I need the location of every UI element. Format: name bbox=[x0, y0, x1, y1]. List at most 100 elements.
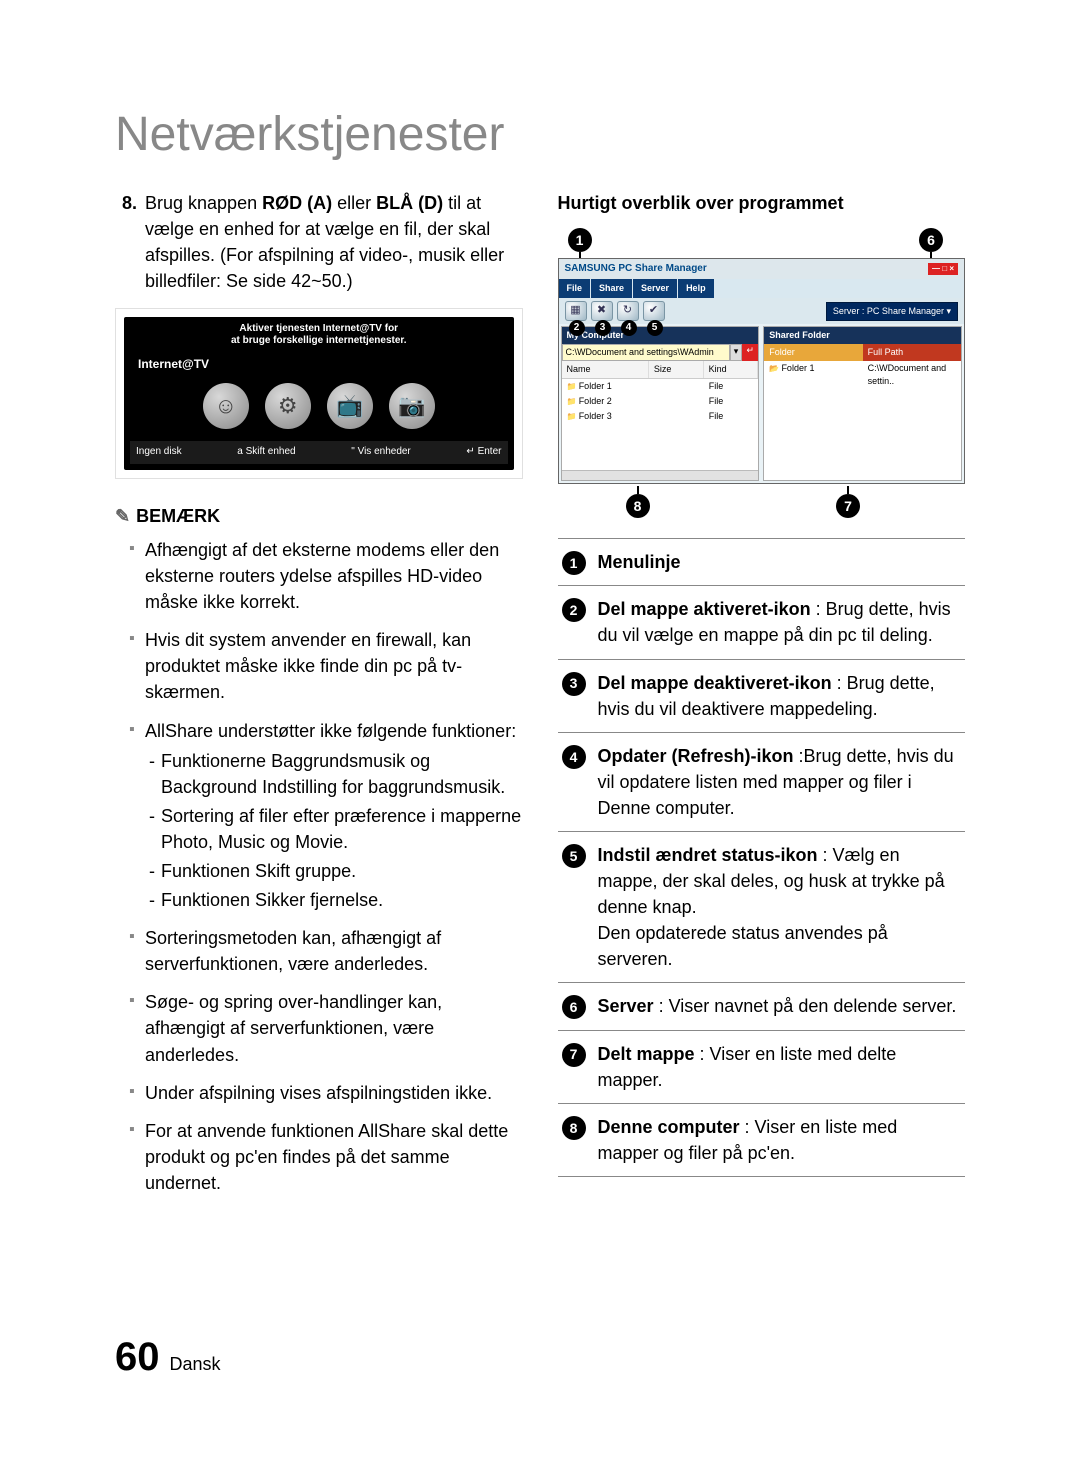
legend-lead: Del mappe deaktiveret-ikon bbox=[598, 673, 832, 693]
callout-badge: 2 bbox=[569, 320, 585, 336]
itv-bb-switch: a Skift enhed bbox=[237, 445, 295, 460]
note-icon: ✎ bbox=[115, 503, 130, 529]
legend-badge: 2 bbox=[562, 598, 586, 622]
callout-8: 8 bbox=[626, 486, 650, 518]
icon-glyph: ✔ bbox=[649, 303, 658, 319]
step-bold-blue: BLÅ (D) bbox=[376, 193, 443, 213]
callout-badge: 6 bbox=[919, 228, 943, 252]
file-size bbox=[649, 409, 703, 424]
legend-row: 6 Server : Viser navnet på den delende s… bbox=[558, 983, 966, 1030]
set-status-icon: ✔ 5 bbox=[643, 301, 665, 321]
callout-badge: 8 bbox=[626, 494, 650, 518]
note-item: Under afspilning vises afspilningstiden … bbox=[129, 1080, 523, 1106]
itv-bb-nodisc: Ingen disk bbox=[136, 445, 182, 460]
pcsm-titlebar: SAMSUNG PC Share Manager — □ × bbox=[559, 259, 965, 280]
legend-lead: Menulinje bbox=[598, 552, 681, 572]
icon-glyph: ✖ bbox=[597, 303, 606, 319]
path-go-icon: ↵ bbox=[742, 344, 758, 361]
file-row: Folder 1 File bbox=[562, 379, 759, 394]
path-text: C:\WDocument and settings\WAdmin bbox=[562, 344, 730, 361]
callout-7: 7 bbox=[836, 486, 860, 518]
step-bold-red: RØD (A) bbox=[262, 193, 332, 213]
note-subitem: Funktionerne Baggrundsmusik og Backgroun… bbox=[149, 748, 523, 800]
file-kind: File bbox=[704, 379, 758, 394]
file-list: Folder 1 File Folder 2 File Folder 3 bbox=[562, 379, 759, 470]
legend-badge: 3 bbox=[562, 672, 586, 696]
legend-row: 3 Del mappe deaktiveret-ikon : Brug dett… bbox=[558, 660, 966, 733]
shared-list: Folder 1 C:\WDocument and settin.. bbox=[764, 361, 961, 480]
callout-6: 6 bbox=[919, 228, 943, 260]
callout-1: 1 bbox=[568, 228, 592, 260]
shared-folder-path: C:\WDocument and settin.. bbox=[863, 361, 961, 389]
pcsm-menubar: File Share Server Help bbox=[559, 279, 965, 298]
two-column-layout: 8. Brug knappen RØD (A) eller BLÅ (D) ti… bbox=[115, 190, 965, 1208]
callout-badge: 1 bbox=[568, 228, 592, 252]
itv-brand: Internet@TV bbox=[138, 356, 508, 373]
note-item: Søge- og spring over-handlinger kan, afh… bbox=[129, 989, 523, 1067]
file-name: Folder 2 bbox=[562, 394, 650, 409]
note-item: Sorteringsmetoden kan, afhængigt af serv… bbox=[129, 925, 523, 977]
callout-badge: 5 bbox=[647, 320, 663, 336]
file-name: Folder 3 bbox=[562, 409, 650, 424]
file-size bbox=[649, 379, 703, 394]
file-row: Folder 2 File bbox=[562, 394, 759, 409]
legend-badge: 1 bbox=[562, 551, 586, 575]
pcsm-window: SAMSUNG PC Share Manager — □ × File Shar… bbox=[558, 258, 966, 485]
col-kind: Kind bbox=[704, 361, 759, 378]
legend-row: 2 Del mappe aktiveret-ikon : Brug dette,… bbox=[558, 586, 966, 659]
note-sublist: Funktionerne Baggrundsmusik og Backgroun… bbox=[145, 748, 523, 914]
legend-lead: Denne computer bbox=[598, 1117, 740, 1137]
page-footer: 60 Dansk bbox=[115, 1328, 965, 1386]
share-disable-icon: ✖ 3 bbox=[591, 301, 613, 321]
icon-glyph: ↻ bbox=[623, 303, 632, 319]
step-number: 8. bbox=[115, 190, 137, 294]
legend-row: 7 Delt mappe : Viser en liste med delte … bbox=[558, 1031, 966, 1104]
internet-tv-screenshot: Aktiver tjenesten Internet@TV for at bru… bbox=[115, 308, 523, 479]
itv-bb-view: " Vis enheder bbox=[351, 445, 411, 460]
note-heading-text: BEMÆRK bbox=[136, 503, 220, 529]
pcsm-title: SAMSUNG PC Share Manager bbox=[565, 262, 707, 277]
legend-badge: 7 bbox=[562, 1043, 586, 1067]
right-column: Hurtigt overblik over programmet 1 6 SAM… bbox=[558, 190, 966, 1208]
callout-badge: 4 bbox=[621, 320, 637, 336]
left-column: 8. Brug knappen RØD (A) eller BLÅ (D) ti… bbox=[115, 190, 523, 1208]
note-subitem: Funktionen Skift gruppe. bbox=[149, 858, 523, 884]
itv-slogan: Aktiver tjenesten Internet@TV for at bru… bbox=[130, 323, 508, 348]
file-row: Folder 3 File bbox=[562, 409, 759, 424]
legend-lead: Indstil ændret status-ikon bbox=[598, 845, 818, 865]
refresh-icon: ↻ 4 bbox=[617, 301, 639, 321]
callout-badge: 7 bbox=[836, 494, 860, 518]
shared-folder-name: Folder 1 bbox=[764, 361, 862, 389]
server-selector: Server : PC Share Manager ▾ bbox=[826, 302, 958, 321]
legend-lead: Opdater (Refresh)-ikon bbox=[598, 746, 794, 766]
menu-item: Help bbox=[678, 279, 714, 298]
path-dropdown-icon: ▾ bbox=[730, 344, 743, 361]
step-text-mid: eller bbox=[332, 193, 376, 213]
itv-icon: ☺ bbox=[203, 383, 249, 429]
legend-row: 5 Indstil ændret status-ikon : Vælg en m… bbox=[558, 832, 966, 983]
col-name: Name bbox=[562, 361, 649, 378]
legend-row: 8 Denne computer : Viser en liste med ma… bbox=[558, 1104, 966, 1177]
overview-heading: Hurtigt overblik over programmet bbox=[558, 190, 966, 216]
file-size bbox=[649, 394, 703, 409]
callout-badge: 3 bbox=[595, 320, 611, 336]
legend-badge: 6 bbox=[562, 995, 586, 1019]
icon-glyph: ▦ bbox=[570, 303, 580, 319]
note-item-lead: AllShare understøtter ikke følgende funk… bbox=[145, 721, 516, 741]
col-fullpath: Full Path bbox=[863, 344, 961, 361]
note-item: Hvis dit system anvender en firewall, ka… bbox=[129, 627, 523, 705]
itv-slogan-l2: at bruge forskellige internettjenester. bbox=[130, 335, 508, 348]
shared-folder-pane: Shared Folder Folder Full Path Folder 1 … bbox=[763, 326, 962, 481]
file-kind: File bbox=[704, 394, 758, 409]
menu-item: Server bbox=[633, 279, 677, 298]
page-title: Netværkstjenester bbox=[115, 100, 965, 170]
step-8: 8. Brug knappen RØD (A) eller BLÅ (D) ti… bbox=[115, 190, 523, 294]
legend-row: 1 Menulinje bbox=[558, 539, 966, 586]
legend-row: 4 Opdater (Refresh)-ikon :Brug dette, hv… bbox=[558, 733, 966, 832]
note-subitem: Funktionen Sikker fjernelse. bbox=[149, 887, 523, 913]
itv-bb-enter: ↵ Enter bbox=[466, 445, 501, 460]
pcsm-close-icon: — □ × bbox=[928, 263, 958, 275]
page-number: 60 bbox=[115, 1328, 160, 1386]
legend-badge: 4 bbox=[562, 745, 586, 769]
pcsm-screenshot-with-callouts: 1 6 SAMSUNG PC Share Manager — □ × File … bbox=[558, 228, 966, 519]
